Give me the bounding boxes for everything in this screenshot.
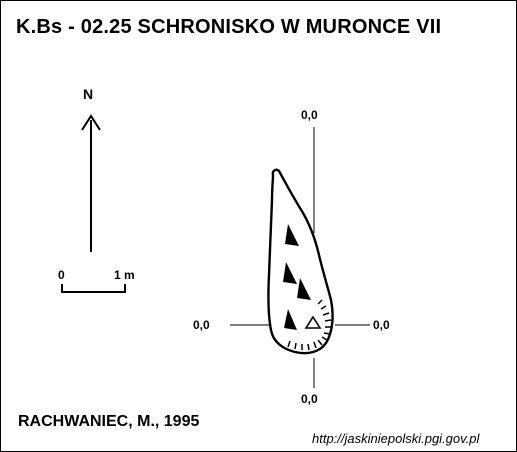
slope-hachures (287, 299, 332, 351)
elevation-label-bottom: 0,0 (301, 392, 318, 406)
slope-triangle-icon (283, 224, 311, 330)
source-url[interactable]: http://jaskiniepolski.pgi.gov.pl (312, 431, 480, 446)
entrance-triangle-icon (304, 315, 322, 329)
scale-end-label: 1 m (114, 268, 135, 282)
page-title: K.Bs - 02.25 SCHRONISKO W MURONCE VII (16, 16, 442, 38)
elevation-label-left: 0,0 (193, 318, 210, 332)
cave-outline (267, 168, 334, 355)
elevation-label-right: 0,0 (373, 318, 390, 332)
north-label: N (83, 86, 94, 102)
reference-cross (230, 127, 370, 388)
north-arrow-icon (81, 114, 101, 252)
author-credit: RACHWANIEC, M., 1995 (18, 413, 200, 430)
elevation-label-top: 0,0 (301, 108, 318, 122)
scale-start-label: 0 (58, 268, 65, 282)
scale-bar (61, 284, 126, 293)
